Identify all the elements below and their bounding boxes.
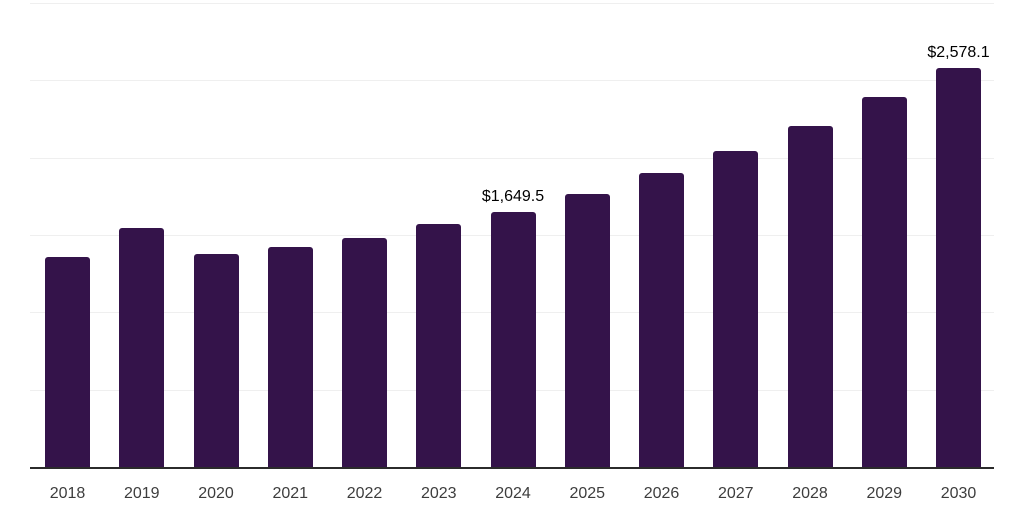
gridline-2000: [30, 157, 994, 159]
bar-2019: [119, 228, 165, 467]
bar-2018: [45, 256, 90, 467]
bar-slot-2022: [342, 3, 387, 467]
x-tick-2026: 2026: [643, 485, 680, 502]
gridline-3000: [30, 3, 994, 4]
bar-slot-2030: $2,578.1: [927, 3, 990, 467]
x-tick-2023: 2023: [420, 485, 457, 502]
plot-area: $1,649.5 $2,578.1: [30, 3, 994, 469]
bar-2028: [787, 125, 833, 467]
x-tick-2027: 2027: [717, 485, 754, 502]
bar-slot-2021: [267, 3, 313, 467]
bar-slot-2024: $1,649.5: [482, 3, 544, 467]
bar-slot-2019: [119, 3, 165, 467]
bar-slot-2020: [193, 3, 239, 467]
bar-2021: [267, 247, 313, 467]
x-tick-2024: 2024: [495, 485, 531, 502]
bar-2029: [861, 97, 907, 467]
x-tick-2018: 2018: [49, 485, 86, 502]
bar-slot-2028: [787, 3, 833, 467]
x-tick-2020: 2020: [198, 485, 234, 502]
bar-2020: [193, 253, 239, 467]
x-tick-2028: 2028: [792, 485, 828, 502]
x-tick-2021: 2021: [272, 485, 309, 502]
bar-slot-2029: [861, 3, 907, 467]
bar-2030: [936, 68, 981, 467]
x-tick-2030: 2030: [940, 485, 977, 502]
bar-2026: [639, 173, 684, 467]
bar-slot-2026: [639, 3, 684, 467]
bar-2024: [490, 211, 536, 467]
bar-2022: [342, 238, 387, 467]
x-axis: 2018 2019 2020 2021 2022 2023 2024 2025 2026 2027…: [30, 486, 994, 502]
bar-slot-2027: [713, 3, 759, 467]
x-tick-2022: 2022: [346, 485, 383, 502]
x-tick-2025: 2025: [569, 485, 606, 502]
bar-2023: [416, 224, 462, 467]
bar-slot-2018: [45, 3, 90, 467]
bars: $1,649.5 $2,578.1: [30, 3, 994, 467]
x-tick-2019: 2019: [123, 485, 160, 502]
bar-value-label-2024: $1,649.5: [481, 187, 545, 205]
bar-2025: [564, 194, 610, 467]
bar-slot-2023: [416, 3, 462, 467]
bar-2027: [713, 151, 759, 467]
bar-slot-2025: [564, 3, 610, 467]
x-tick-2029: 2029: [866, 485, 903, 502]
gridline-2500: [30, 80, 994, 82]
bar-value-label-2030: $2,578.1: [927, 44, 990, 62]
